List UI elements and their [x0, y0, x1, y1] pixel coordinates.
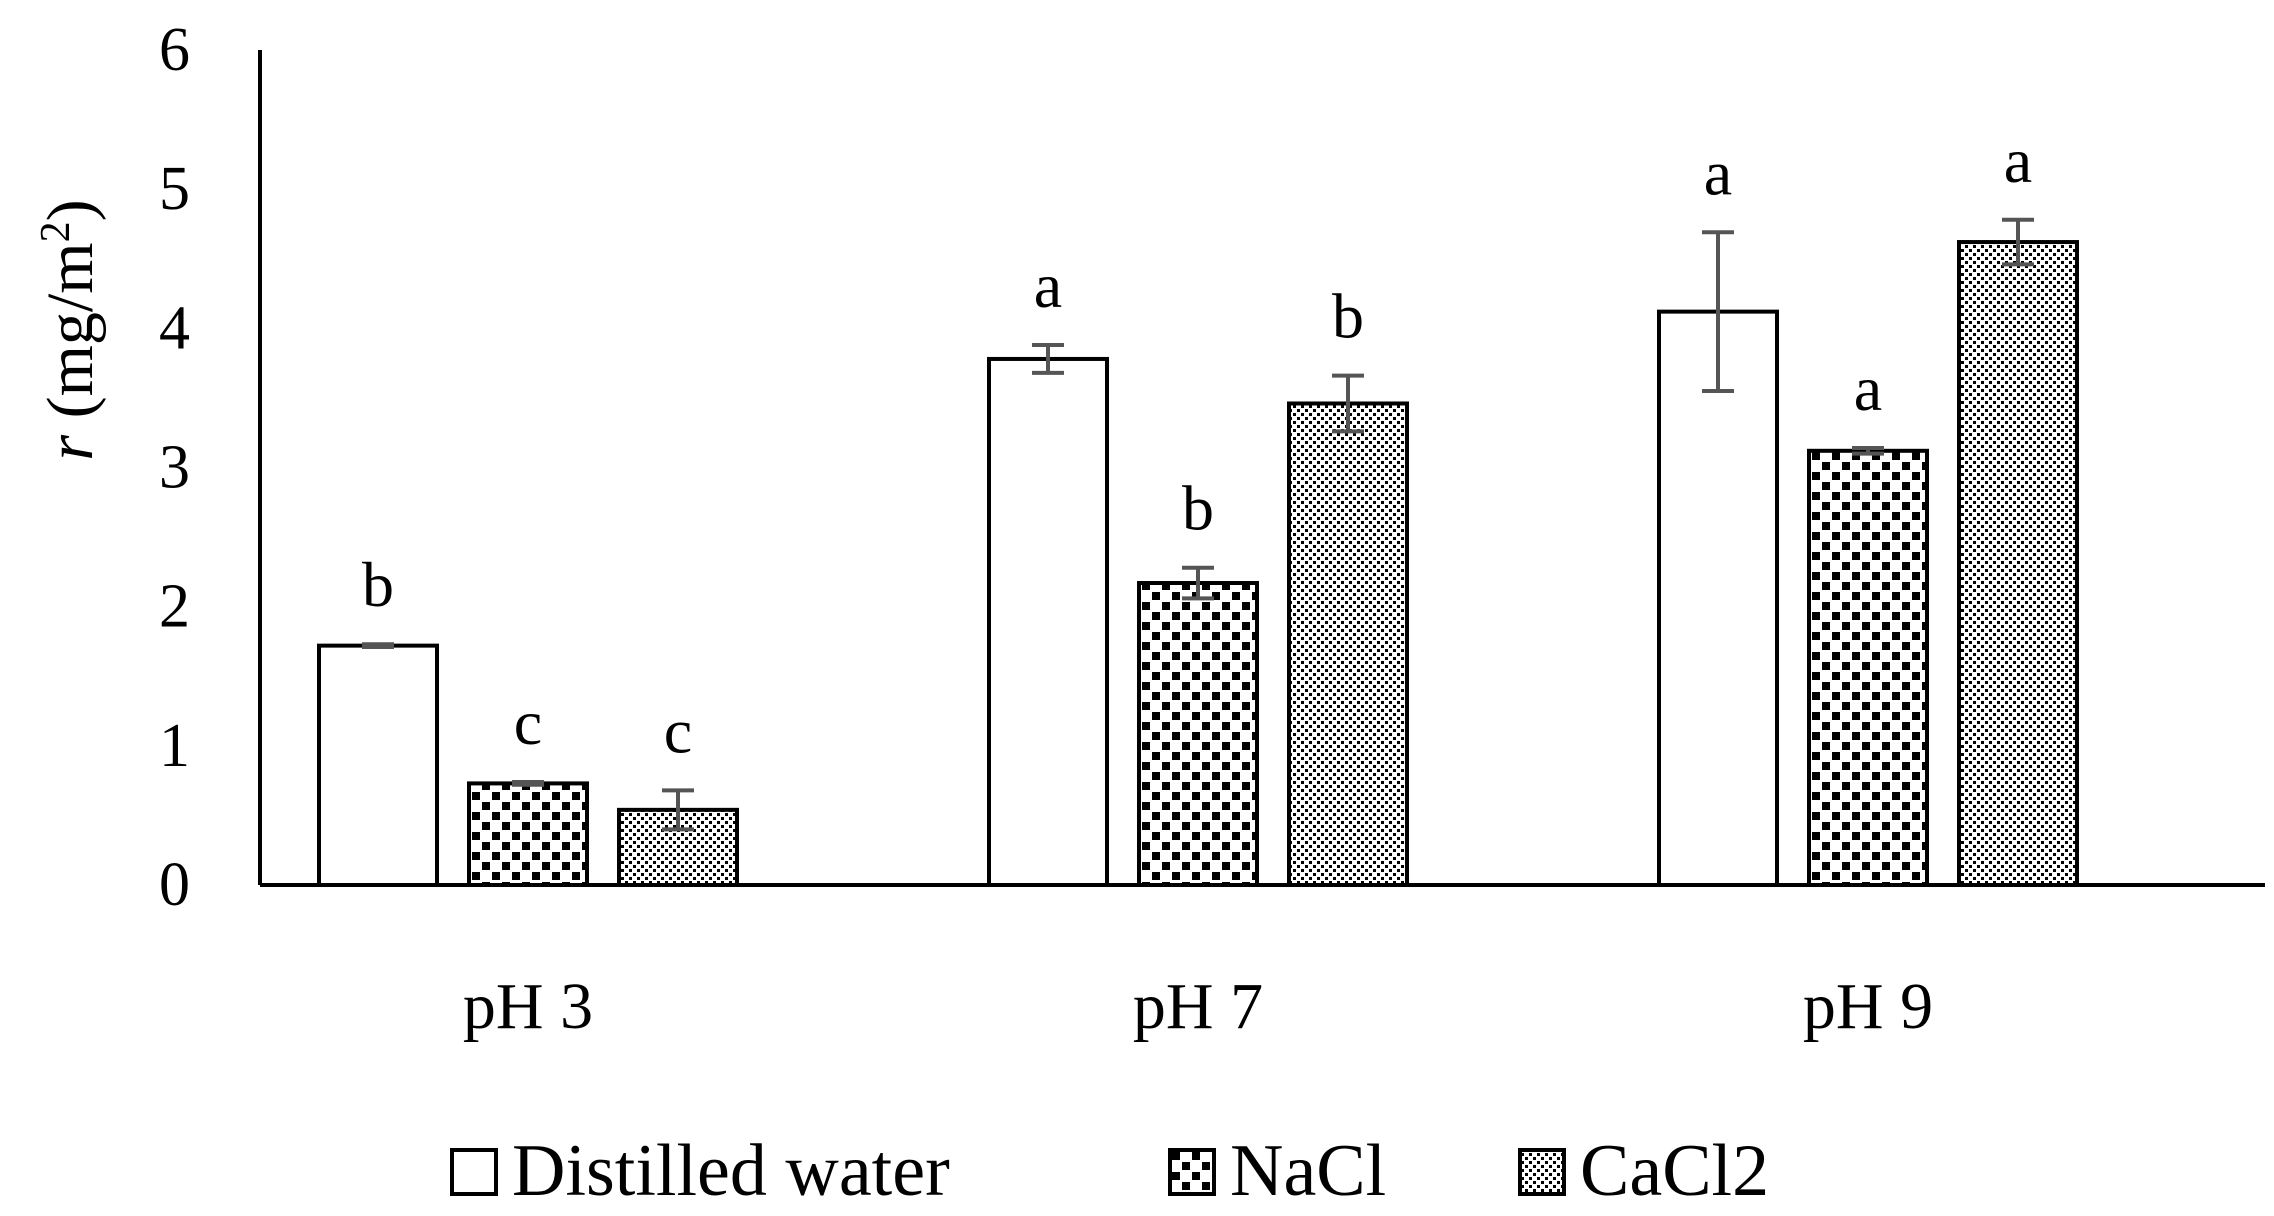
y-tick-label: 2	[159, 573, 190, 641]
bar-nacl	[1137, 581, 1259, 888]
bar-distilled-water	[987, 356, 1109, 887]
y-axis-unit: (mg/m	[34, 242, 107, 435]
x-category-label: pH 7	[1133, 970, 1263, 1043]
legend-swatch	[1168, 1148, 1216, 1196]
y-tick-label: 4	[159, 294, 190, 362]
y-tick-label: 5	[159, 155, 190, 223]
y-tick-label: 3	[159, 434, 190, 502]
y-tick-label: 1	[159, 712, 190, 780]
bar-distilled-water	[1657, 309, 1779, 887]
legend-label: Distilled water	[512, 1130, 950, 1212]
y-axis-superscript: 2	[33, 221, 79, 242]
y-tick-label: 0	[159, 851, 190, 919]
significance-letter: b	[1332, 281, 1364, 352]
bar-distilled-water	[317, 643, 439, 888]
legend-swatch	[450, 1148, 498, 1196]
significance-letter: b	[362, 549, 394, 620]
legend-label: CaCl2	[1580, 1130, 1769, 1212]
bar-cacl2	[1957, 240, 2079, 888]
legend-label: NaCl	[1230, 1130, 1386, 1212]
significance-letter: a	[1034, 250, 1062, 321]
bar-nacl	[467, 781, 589, 887]
bar-cacl2	[1287, 401, 1409, 887]
significance-letter: a	[1704, 137, 1732, 208]
legend-swatch	[1518, 1148, 1566, 1196]
significance-letter: c	[664, 695, 692, 766]
x-category-label: pH 9	[1803, 970, 1933, 1043]
significance-letter: a	[1854, 353, 1882, 424]
significance-letter: c	[514, 687, 542, 758]
significance-letter: b	[1182, 473, 1214, 544]
y-tick-label: 6	[159, 16, 190, 84]
y-axis-symbol: r	[34, 435, 107, 461]
y-axis-label: r (mg/m2)	[33, 199, 107, 460]
significance-letter: a	[2004, 125, 2032, 196]
y-axis-close: )	[34, 199, 107, 221]
x-category-label: pH 3	[463, 970, 593, 1043]
bar-nacl	[1807, 448, 1929, 887]
svg-text:r (mg/m2): r (mg/m2)	[33, 199, 107, 460]
